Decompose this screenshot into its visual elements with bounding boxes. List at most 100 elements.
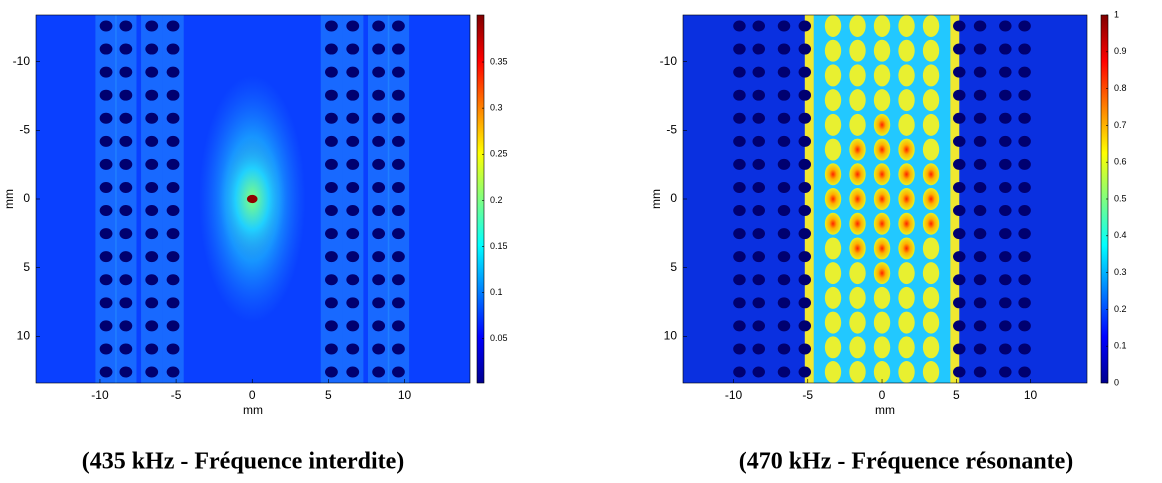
scatterer bbox=[1018, 181, 1031, 193]
scatterer bbox=[99, 343, 113, 355]
field-lobe bbox=[898, 64, 915, 87]
scatterer bbox=[145, 66, 159, 78]
scatterer bbox=[777, 251, 791, 263]
field-peak bbox=[246, 194, 258, 204]
scatterer bbox=[325, 228, 338, 240]
scatterer bbox=[999, 181, 1012, 193]
colorbar-tick-label: 0.1 bbox=[1114, 341, 1127, 351]
scatterer bbox=[372, 205, 386, 217]
scatterer bbox=[372, 66, 386, 78]
scatterer bbox=[953, 135, 966, 147]
scatterer bbox=[372, 112, 386, 124]
colorbar-tick-label: 0.25 bbox=[490, 149, 508, 159]
scatterer bbox=[119, 251, 133, 263]
colorbar-tick-label: 0.3 bbox=[1114, 267, 1127, 277]
scatterer bbox=[325, 205, 338, 217]
scatterer bbox=[777, 158, 791, 170]
scatterer bbox=[953, 112, 966, 124]
field-lobe bbox=[922, 39, 940, 62]
field-lobe bbox=[873, 286, 891, 309]
scatterer bbox=[166, 251, 180, 263]
scatterer bbox=[119, 66, 133, 78]
scatterer bbox=[119, 112, 133, 124]
scatterer bbox=[325, 89, 338, 101]
scatterer bbox=[752, 112, 765, 124]
scatterer bbox=[733, 89, 746, 101]
scatterer bbox=[798, 205, 812, 217]
scatterer bbox=[119, 205, 133, 217]
scatterer bbox=[325, 251, 338, 263]
scatterer bbox=[346, 89, 360, 101]
scatterer bbox=[752, 181, 765, 193]
field-band bbox=[320, 15, 343, 383]
scatterer bbox=[973, 366, 987, 378]
field-lobe bbox=[873, 336, 891, 359]
scatterer bbox=[953, 89, 966, 101]
scatterer bbox=[777, 181, 791, 193]
field-lobe bbox=[873, 311, 891, 334]
colorbar-tick-label: 0.6 bbox=[1114, 157, 1127, 167]
field-band bbox=[141, 15, 163, 383]
scatterer bbox=[119, 366, 133, 378]
scatterer bbox=[1018, 320, 1031, 332]
x-tick-label: 10 bbox=[398, 388, 412, 402]
scatterer bbox=[752, 205, 765, 217]
field-lobe bbox=[849, 262, 866, 285]
scatterer bbox=[392, 66, 405, 78]
scatterer bbox=[953, 181, 966, 193]
scatterer bbox=[99, 297, 113, 309]
scatterer bbox=[752, 89, 765, 101]
scatterer bbox=[999, 112, 1012, 124]
scatterer bbox=[119, 135, 133, 147]
scatterer bbox=[999, 274, 1012, 286]
scatterer bbox=[973, 89, 987, 101]
scatterer bbox=[733, 66, 746, 78]
scatterer bbox=[166, 135, 180, 147]
scatterer bbox=[166, 158, 180, 170]
field-lobe bbox=[898, 311, 915, 334]
scatterer bbox=[392, 205, 405, 217]
field-lobe bbox=[898, 138, 915, 161]
scatterer bbox=[798, 343, 812, 355]
scatterer bbox=[999, 89, 1012, 101]
field-lobe bbox=[824, 311, 842, 334]
scatterer bbox=[372, 297, 386, 309]
field-lobe bbox=[922, 163, 940, 186]
scatterer bbox=[99, 274, 113, 286]
scatterer bbox=[999, 320, 1012, 332]
field-lobe bbox=[824, 138, 842, 161]
scatterer bbox=[166, 89, 180, 101]
field-lobe bbox=[824, 262, 842, 285]
field-lobe bbox=[873, 163, 891, 186]
field-lobe bbox=[849, 64, 866, 87]
colorbar-tick-label: 0 bbox=[1114, 377, 1119, 387]
scatterer bbox=[346, 43, 360, 55]
scatterer bbox=[392, 158, 405, 170]
scatterer bbox=[777, 112, 791, 124]
scatterer bbox=[777, 343, 791, 355]
field-lobe bbox=[849, 237, 866, 260]
colorbar-tick-label: 0.7 bbox=[1114, 120, 1127, 130]
scatterer bbox=[325, 158, 338, 170]
field-lobe bbox=[922, 311, 940, 334]
colorbar-tick-label: 0.35 bbox=[490, 56, 508, 66]
scatterer bbox=[973, 205, 987, 217]
scatterer bbox=[372, 366, 386, 378]
scatterer bbox=[953, 228, 966, 240]
field-lobe bbox=[849, 212, 866, 235]
scatterer bbox=[372, 89, 386, 101]
scatterer bbox=[752, 135, 765, 147]
scatterer bbox=[325, 135, 338, 147]
scatterer bbox=[119, 228, 133, 240]
field-lobe bbox=[824, 188, 842, 210]
scatterer bbox=[325, 20, 338, 32]
field-lobe bbox=[824, 237, 842, 260]
scatterer bbox=[346, 181, 360, 193]
scatterer bbox=[346, 158, 360, 170]
scatterer bbox=[973, 43, 987, 55]
x-axis-label: mm bbox=[243, 403, 263, 417]
scatterer bbox=[99, 112, 113, 124]
scatterer bbox=[798, 228, 812, 240]
colorbar-tick-label: 0.2 bbox=[490, 195, 503, 205]
